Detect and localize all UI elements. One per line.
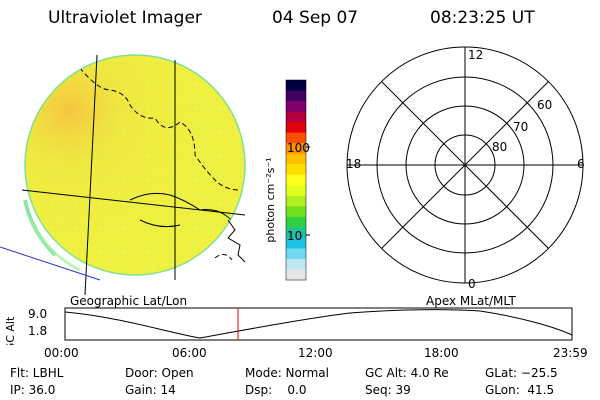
timeline-xtick-3: 18:00 [424,346,459,360]
timeline-ytick-bottom: 1.8 [28,324,48,338]
colorbar-cell [286,122,306,134]
altitude-curve [64,309,573,339]
apex-caption: Apex MLat/MLT [426,294,516,308]
mlat-label-70: 70 [513,120,529,134]
uv-image-panel [0,54,246,296]
altitude-timeline: GC Alt [4,307,573,345]
colorbar-cell [286,206,306,218]
colorbar-cell [286,101,306,113]
mlat-label-60: 60 [537,98,553,112]
observation-date: 04 Sep 07 [272,8,359,28]
status-dsp: Dsp: 0.0 [245,383,307,397]
colorbar-cell [286,164,306,176]
status-gain: Gain: 14 [125,383,176,397]
mlt-label-18: 18 [346,157,362,171]
timeline-ytick-top: 9.0 [28,307,48,321]
colorbar-scale [286,80,306,281]
colorbar-cell [286,269,306,281]
timeline-xtick-0: 00:00 [44,346,79,360]
colorbar-tick-100: 100 [287,141,310,155]
colorbar-cell [286,248,306,260]
mlt-label-6: 6 [577,157,585,171]
status-ip: IP: 36.0 [10,383,56,397]
status-mode: Mode: Normal [245,366,329,380]
colorbar-cell [286,227,306,239]
timeline-xtick-1: 06:00 [172,346,207,360]
geographic-caption: Geographic Lat/Lon [70,294,188,308]
status-seq: Seq: 39 [365,383,411,397]
colorbar-cell [286,153,306,165]
instrument-title: Ultraviolet Imager [48,8,202,28]
status-glon: GLon: 41.5 [485,383,555,397]
colorbar-cell [286,195,306,207]
colorbar-cell [286,185,306,197]
colorbar: photon cm⁻²s⁻¹ [264,79,310,281]
timeline-ylabel: GC Alt [4,316,17,345]
colorbar-cell [286,237,306,249]
status-door: Door: Open [125,366,194,380]
polar-plot [346,46,584,284]
colorbar-cell [286,90,306,102]
colorbar-cell [286,216,306,228]
observation-time: 08:23:25 UT [430,8,535,28]
mlat-label-80: 80 [492,140,508,154]
colorbar-unit-label: photon cm⁻²s⁻¹ [264,157,277,242]
colorbar-cell [286,258,306,270]
timeline-xtick-2: 12:00 [298,346,333,360]
colorbar-cell [286,80,306,92]
timeline-xtick-4: 23:59 [553,346,588,360]
colorbar-tick-10: 10 [287,229,303,243]
lat-lon-grid [21,54,246,296]
colorbar-cell [286,132,306,144]
colorbar-cell [286,111,306,123]
terminator-line [0,246,101,281]
status-glat: GLat: −25.5 [485,366,558,380]
colorbar-cell [286,143,306,155]
colorbar-cell [286,174,306,186]
status-gc-alt: GC Alt: 4.0 Re [365,366,449,380]
mlt-label-0: 0 [468,277,476,291]
mlt-label-12: 12 [468,48,484,62]
status-filter: Flt: LBHL [10,366,64,380]
